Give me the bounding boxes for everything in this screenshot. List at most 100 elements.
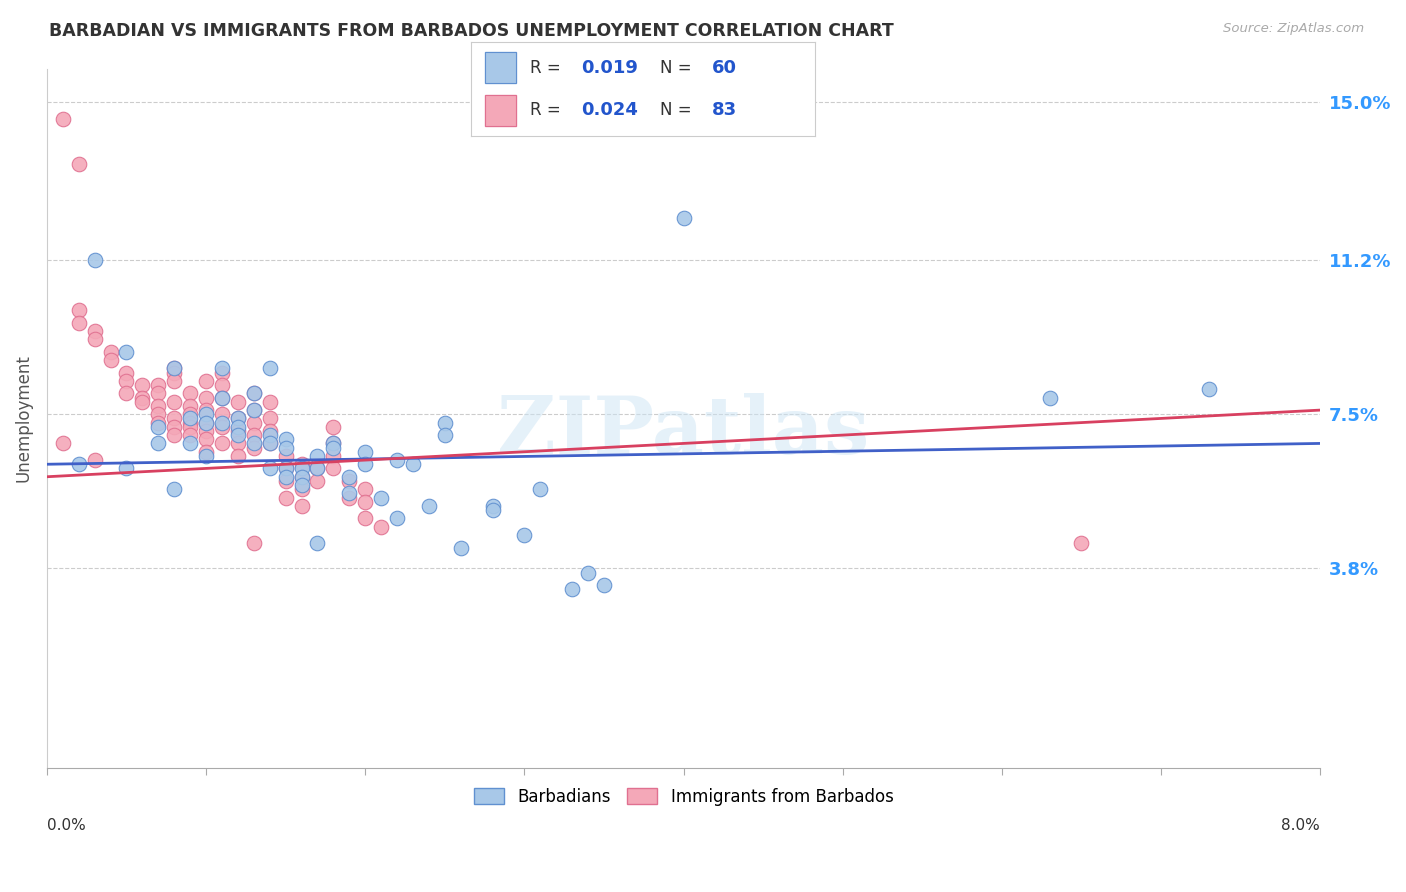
Point (211, 407, 233, 421)
Point (290, 461, 312, 475)
Point (195, 424, 218, 438)
Point (402, 457, 425, 471)
Point (195, 449, 218, 463)
Point (211, 378, 233, 392)
Bar (485, 53, 516, 83)
Point (211, 436, 233, 450)
Point (322, 436, 344, 450)
Point (513, 528, 536, 542)
Text: 83: 83 (713, 101, 737, 119)
Point (561, 582, 583, 597)
Point (115, 344, 138, 359)
Point (100, 344, 122, 359)
Point (290, 478, 312, 492)
Text: N =: N = (661, 59, 692, 77)
Text: Source: ZipAtlas.com: Source: ZipAtlas.com (1223, 22, 1364, 36)
Point (259, 411, 281, 425)
Point (274, 469, 297, 483)
Point (179, 419, 201, 434)
Point (307, 474, 329, 488)
Point (337, 474, 360, 488)
Point (163, 394, 186, 409)
Point (195, 391, 218, 405)
Text: 8.0%: 8.0% (1281, 818, 1320, 833)
Point (52, 112, 75, 126)
Point (179, 436, 201, 450)
Point (226, 428, 249, 442)
Point (418, 499, 440, 513)
Point (83, 253, 105, 268)
Point (274, 491, 297, 505)
Point (211, 419, 233, 434)
Point (226, 436, 249, 450)
Point (307, 461, 329, 475)
Point (179, 416, 201, 430)
Point (274, 441, 297, 455)
Point (354, 444, 377, 458)
Point (148, 416, 170, 430)
Point (195, 374, 218, 388)
Point (83, 324, 105, 338)
Point (67, 316, 90, 330)
Point (226, 449, 249, 463)
Point (226, 394, 249, 409)
Point (195, 444, 218, 458)
Point (226, 419, 249, 434)
Point (259, 394, 281, 409)
Point (290, 482, 312, 496)
Point (163, 428, 186, 442)
Text: ZIPatlas: ZIPatlas (498, 393, 870, 472)
Point (115, 374, 138, 388)
Point (385, 453, 408, 467)
Point (354, 457, 377, 471)
Point (259, 361, 281, 376)
Point (211, 391, 233, 405)
Point (337, 491, 360, 505)
Text: 0.024: 0.024 (581, 101, 638, 119)
Point (259, 424, 281, 438)
Point (243, 416, 266, 430)
Point (148, 386, 170, 401)
Point (148, 419, 170, 434)
Point (274, 474, 297, 488)
Point (290, 469, 312, 483)
Point (354, 494, 377, 508)
Point (322, 449, 344, 463)
Point (243, 403, 266, 417)
Point (211, 391, 233, 405)
Point (259, 436, 281, 450)
Point (179, 399, 201, 413)
Point (243, 436, 266, 450)
Point (322, 441, 344, 455)
Bar (485, 95, 516, 127)
Point (593, 578, 616, 592)
Point (259, 461, 281, 475)
Text: R =: R = (530, 59, 561, 77)
Point (67, 157, 90, 171)
Bar (485, 53, 516, 83)
Point (274, 461, 297, 475)
Point (195, 432, 218, 446)
Point (274, 449, 297, 463)
Point (1039, 391, 1062, 405)
Point (211, 361, 233, 376)
Point (163, 366, 186, 380)
Point (131, 391, 153, 405)
Point (115, 386, 138, 401)
Point (179, 386, 201, 401)
Point (163, 411, 186, 425)
Point (322, 419, 344, 434)
Point (370, 491, 392, 505)
Point (290, 499, 312, 513)
Point (307, 449, 329, 463)
Point (195, 416, 218, 430)
Point (148, 378, 170, 392)
Point (131, 394, 153, 409)
Point (1198, 382, 1220, 396)
Point (226, 411, 249, 425)
Point (307, 536, 329, 550)
Point (115, 461, 138, 475)
Point (481, 503, 503, 517)
Point (274, 432, 297, 446)
Point (195, 416, 218, 430)
